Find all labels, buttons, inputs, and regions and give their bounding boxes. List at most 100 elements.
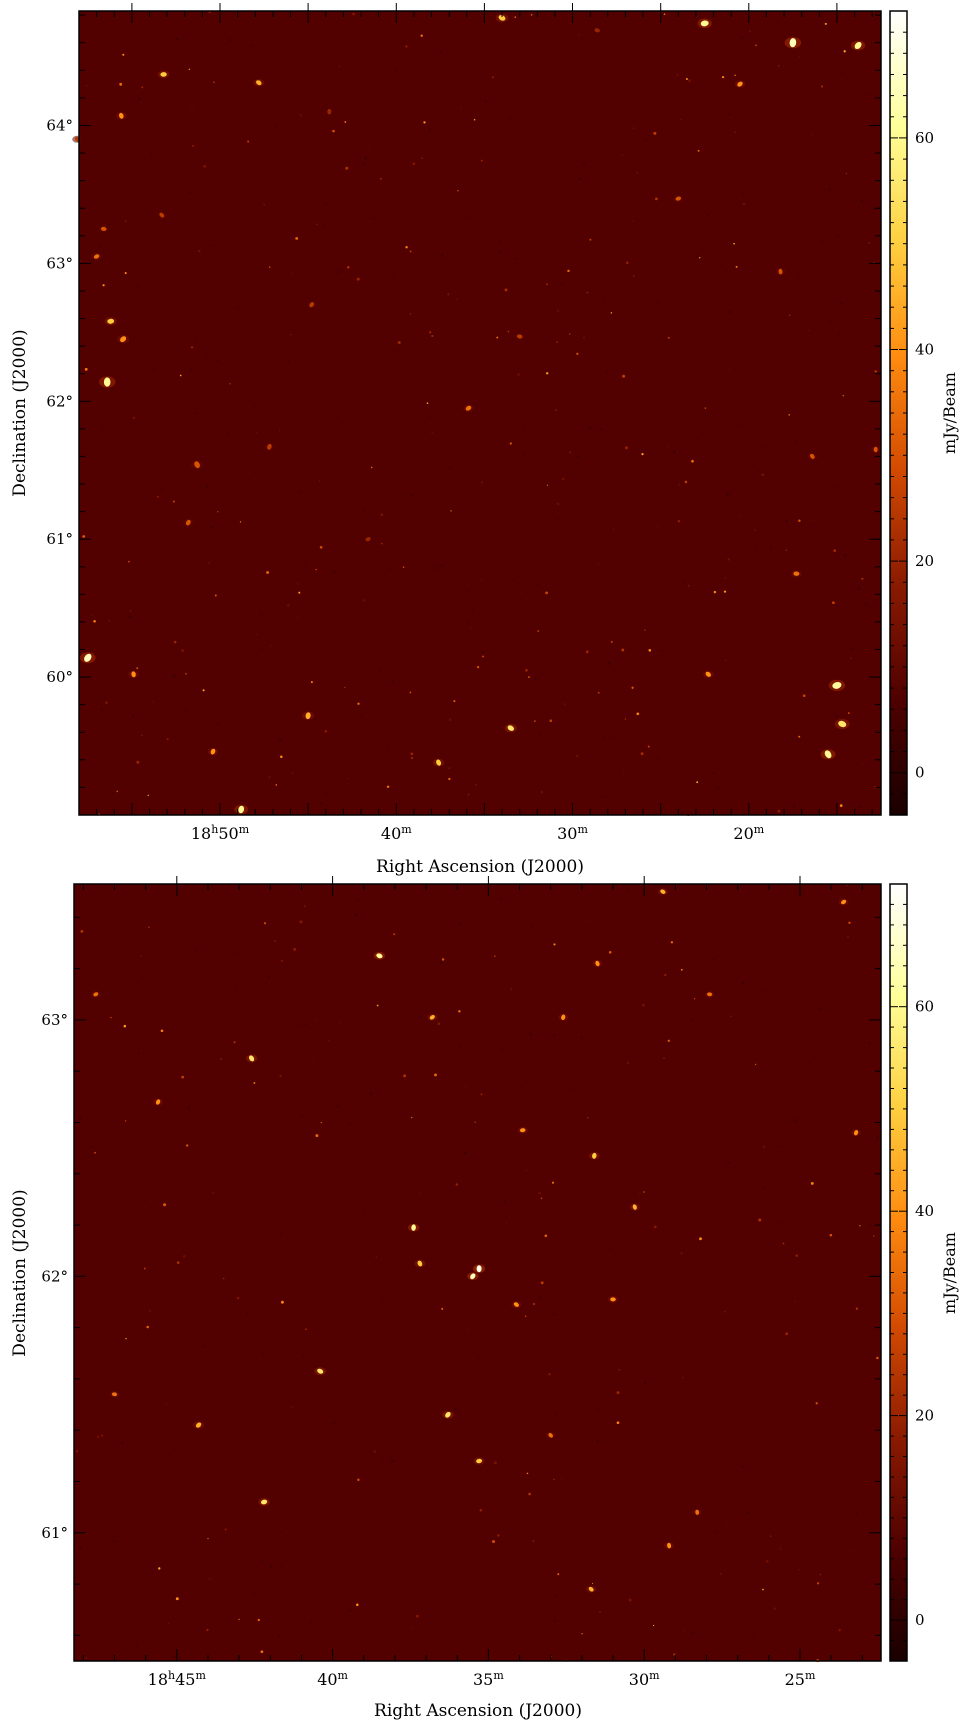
faint-source xyxy=(475,783,478,787)
faint-source xyxy=(181,1075,185,1079)
faint-source xyxy=(247,140,250,143)
faint-source xyxy=(238,308,241,312)
bright-source xyxy=(185,519,191,526)
faint-source xyxy=(136,667,139,670)
faint-source xyxy=(439,961,443,965)
faint-source xyxy=(321,524,324,527)
faint-source xyxy=(626,261,629,264)
faint-source xyxy=(549,719,553,723)
faint-source xyxy=(795,440,797,443)
faint-source xyxy=(175,1597,179,1601)
faint-source xyxy=(428,128,431,132)
faint-source xyxy=(671,562,673,564)
faint-source xyxy=(349,1609,352,1612)
faint-source xyxy=(377,230,379,232)
faint-source xyxy=(128,615,132,619)
bright-source xyxy=(476,1265,482,1273)
faint-source xyxy=(576,352,579,355)
panel-1-colorbar-ticks: 0 20 40 60 xyxy=(890,10,934,816)
faint-source xyxy=(381,1457,385,1460)
faint-source xyxy=(106,649,110,653)
bright-source xyxy=(841,899,847,905)
faint-source xyxy=(480,1093,483,1096)
faint-source xyxy=(281,960,283,962)
faint-source xyxy=(336,1105,340,1108)
faint-source xyxy=(586,291,589,294)
faint-source xyxy=(359,715,362,718)
faint-source xyxy=(476,665,480,669)
faint-source xyxy=(840,126,843,128)
faint-source xyxy=(514,226,518,230)
bright-source xyxy=(700,20,709,27)
faint-source xyxy=(831,1328,833,1330)
faint-source xyxy=(173,640,177,644)
faint-source xyxy=(701,431,704,434)
faint-source xyxy=(363,286,365,289)
faint-source xyxy=(403,1074,407,1078)
faint-source xyxy=(616,1421,620,1425)
faint-source xyxy=(664,973,667,977)
faint-source xyxy=(856,36,858,39)
bright-source xyxy=(305,712,311,720)
faint-source xyxy=(358,1639,361,1641)
faint-source xyxy=(315,1134,319,1138)
faint-source xyxy=(755,44,757,47)
faint-source xyxy=(331,640,333,642)
faint-source xyxy=(482,655,485,658)
faint-source xyxy=(188,68,191,71)
faint-source xyxy=(378,1415,381,1417)
faint-source xyxy=(420,34,423,37)
bright-source xyxy=(249,1055,255,1062)
faint-source xyxy=(370,1583,374,1586)
faint-source xyxy=(751,1636,754,1638)
faint-source xyxy=(582,336,585,339)
faint-source xyxy=(162,1066,164,1068)
faint-source xyxy=(159,1613,161,1615)
faint-source xyxy=(146,423,149,426)
faint-source xyxy=(855,1307,859,1310)
faint-source xyxy=(828,320,832,323)
faint-source xyxy=(779,1546,783,1550)
faint-source xyxy=(298,490,301,493)
y-tick-label: 61° xyxy=(41,1524,68,1542)
faint-source xyxy=(112,1539,116,1543)
bright-source xyxy=(793,571,800,576)
x-tick-label-mid: 30 xyxy=(629,1670,649,1689)
faint-source xyxy=(296,582,300,586)
faint-source xyxy=(124,272,127,275)
faint-source xyxy=(657,525,660,528)
bright-source xyxy=(853,1129,859,1136)
faint-source xyxy=(840,537,843,540)
faint-source xyxy=(254,1590,257,1594)
faint-source xyxy=(686,1414,689,1417)
faint-source xyxy=(628,1598,632,1602)
faint-source xyxy=(496,336,499,339)
faint-source xyxy=(553,1478,555,1481)
bright-source xyxy=(120,336,127,343)
faint-source xyxy=(356,898,360,901)
faint-source xyxy=(777,1145,780,1148)
faint-source xyxy=(546,372,549,375)
faint-source xyxy=(633,711,636,715)
faint-source xyxy=(187,1106,191,1109)
panel-2-y-axis-label: Declination (J2000) xyxy=(10,1189,30,1356)
faint-source xyxy=(466,1104,468,1107)
faint-source xyxy=(359,129,361,131)
faint-source xyxy=(143,523,145,525)
faint-source xyxy=(254,477,257,481)
faint-source xyxy=(782,1242,785,1245)
faint-source xyxy=(498,240,501,242)
faint-source xyxy=(833,485,837,489)
faint-source xyxy=(267,975,271,978)
faint-source xyxy=(157,568,160,571)
faint-source xyxy=(867,479,870,482)
faint-source xyxy=(435,566,439,570)
faint-source xyxy=(866,1113,869,1115)
faint-source xyxy=(392,680,395,683)
faint-source xyxy=(137,97,141,101)
faint-source xyxy=(872,1235,875,1237)
faint-source xyxy=(667,1039,670,1042)
faint-source xyxy=(397,341,401,344)
faint-source xyxy=(429,331,432,334)
faint-source xyxy=(148,926,150,928)
